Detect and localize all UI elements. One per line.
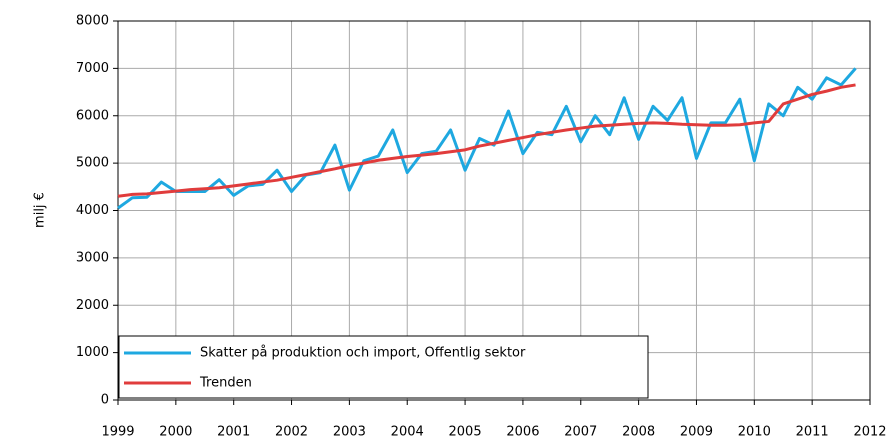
y-tick-label: 4000 — [76, 203, 109, 218]
x-tick-label: 2000 — [159, 425, 192, 440]
y-tick-label: 3000 — [76, 250, 109, 265]
series-line — [117, 67, 857, 210]
y-tick-label: 0 — [101, 393, 109, 408]
y-tick-label: 2000 — [76, 298, 109, 313]
x-tick-label: 2004 — [391, 425, 424, 440]
legend-box — [118, 335, 649, 399]
x-tick-label: 2008 — [622, 425, 655, 440]
x-tick-label: 2002 — [275, 425, 308, 440]
y-axis-label: milj € — [33, 192, 48, 228]
x-tick-label: 2009 — [680, 425, 713, 440]
legend-label: Skatter på produktion och import, Offent… — [200, 346, 526, 361]
x-tick-label: 2001 — [217, 425, 250, 440]
x-tick-label: 1999 — [101, 425, 134, 440]
y-tick-label: 5000 — [76, 156, 109, 171]
x-tick-label: 2010 — [738, 425, 771, 440]
y-tick-label: 8000 — [76, 14, 109, 29]
x-tick-label: 2012 — [853, 425, 886, 440]
plot-frame — [117, 20, 871, 401]
legend-label: Trenden — [199, 376, 252, 391]
x-tick-label: 2011 — [796, 425, 829, 440]
x-tick-label: 2006 — [506, 425, 539, 440]
x-tick-label: 2005 — [449, 425, 482, 440]
y-tick-label: 1000 — [76, 345, 109, 360]
y-tick-label: 7000 — [76, 61, 109, 76]
series-line — [117, 83, 856, 198]
x-tick-label: 2007 — [564, 425, 597, 440]
x-tick-label: 2003 — [333, 425, 366, 440]
y-tick-label: 6000 — [76, 108, 109, 123]
